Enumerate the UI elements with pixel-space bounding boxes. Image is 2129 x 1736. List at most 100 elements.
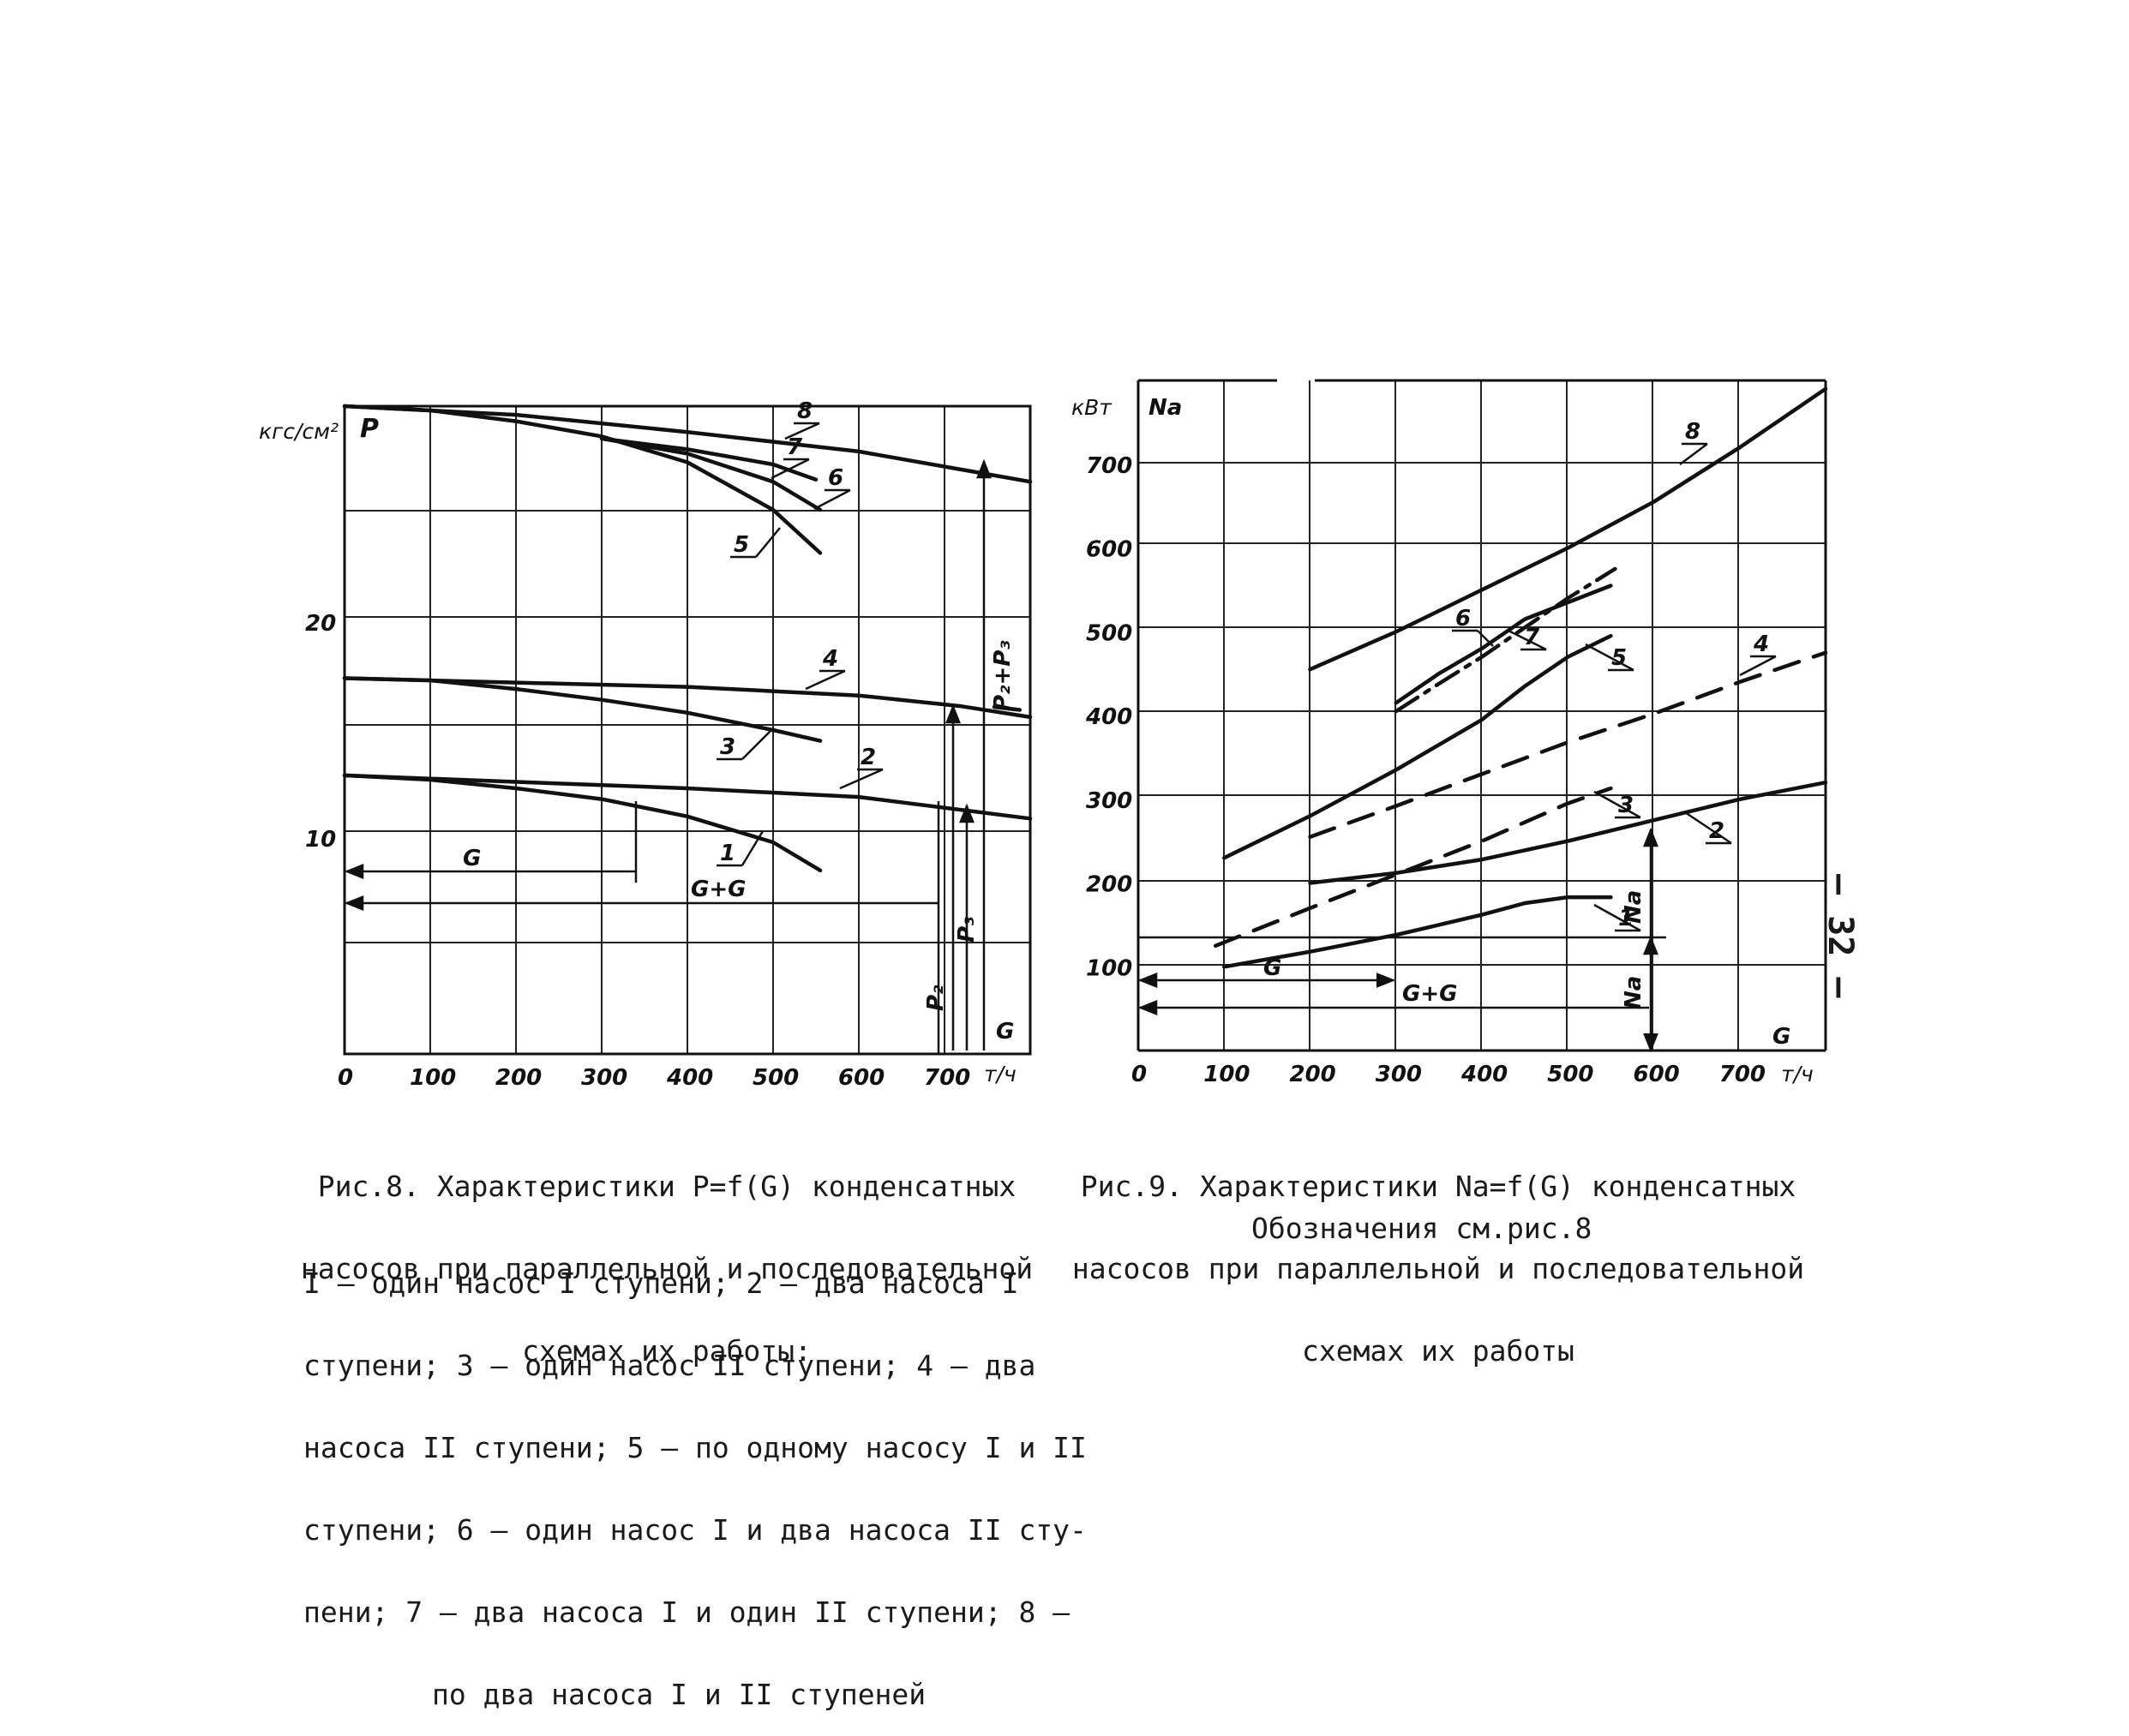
fig9-series-7-line: [1394, 566, 1617, 714]
fig9-y-tick-label: 400: [1085, 704, 1132, 730]
fig8-series-3-leader: [741, 729, 772, 760]
fig8-series-7-leader: [771, 458, 810, 480]
fig8-legend-line: ступени; 3 – один насос II ступени; 4 – …: [303, 1349, 1036, 1382]
fig9-series-6-label: 6: [1455, 606, 1471, 632]
fig9-gg-label: G+G: [1402, 981, 1457, 1007]
fig9-x-tick-label: 300: [1376, 1062, 1422, 1087]
fig8-series-7-label: 7: [787, 434, 803, 460]
fig9-x-tick-label: 0: [1131, 1062, 1147, 1087]
fig8-series-6-leader: [813, 488, 851, 511]
fig9-series-5-line: [1222, 633, 1613, 860]
fig9-y-unit: кВт: [1071, 395, 1112, 420]
fig9-series-6-line: [1394, 584, 1613, 705]
fig8-x-tick-label: 300: [581, 1065, 627, 1091]
fig8-x-symbol: G: [996, 1019, 1014, 1045]
fig9-series-8-leader: [1679, 443, 1708, 465]
fig9-series-4-line: [1308, 650, 1828, 839]
fig8-series-3-label: 3: [720, 734, 735, 760]
fig9-series-2-line: [1308, 780, 1828, 885]
fig9-y-tick-label: 100: [1086, 955, 1132, 981]
fig9-series-4-label: 4: [1753, 632, 1769, 657]
fig9-x-ticks: 0 100 200 300 400 500 600 700: [1131, 1062, 1766, 1087]
fig9-y-tick-label: 200: [1086, 872, 1132, 898]
fig9-x-unit: т/ч: [1781, 1062, 1814, 1086]
fig9-series-3-leader: [1593, 790, 1641, 819]
fig8-series-4-leader: [805, 669, 846, 691]
fig9-series-3-line: [1213, 786, 1613, 949]
fig8-x-ticks: 0 100 200 300 400 500 600 700: [338, 1065, 970, 1091]
fig8-caption-line: насосов при параллельной и последователь…: [300, 1252, 1034, 1285]
fig8-x-tick-label: 200: [495, 1065, 542, 1091]
fig9-series-2-label: 2: [1709, 818, 1724, 844]
fig9-series-8-label: 8: [1685, 419, 1700, 445]
fig8-legend-line: I – один насос I ступени; 2 – два насоса…: [303, 1266, 1019, 1300]
fig8-series: [342, 404, 1033, 873]
fig8-legend-line: пени; 7 – два насоса I и один II ступени…: [303, 1595, 1070, 1629]
fig8-series-2-leader: [839, 768, 884, 790]
fig9-caption-line: схемах их работы: [1302, 1334, 1574, 1368]
fig9-g-label: G: [1263, 955, 1281, 981]
fig8-series-5-leader: [755, 527, 781, 558]
fig8-gg-label: G+G: [691, 877, 746, 902]
fig9-series-4-leader: [1739, 655, 1777, 677]
fig8-caption-line: схемах их работы:: [522, 1334, 812, 1368]
fig9-chart: 0 100 200 300 400 500 600 700 10020030040050060…: [1071, 379, 1828, 1087]
fig8-x-tick-label: 500: [753, 1065, 799, 1091]
fig8-caption-line: Рис.8. Характеристики P=f(G) конденсатны…: [317, 1170, 1017, 1203]
fig9-series-8-line: [1308, 386, 1828, 672]
fig8-chart: 0 100 200 300 400 500 600 700 10 20 кгс/см² P т/…: [259, 398, 1033, 1091]
fig9-y-tick-label: 500: [1086, 620, 1132, 646]
fig9-series-1-leader: [1593, 903, 1641, 932]
fig9-y-tick-label: 700: [1086, 453, 1132, 479]
fig9-y-tick-label: 300: [1086, 788, 1132, 814]
fig8-legend: I – один насос I ступени; 2 – два насоса…: [303, 1215, 1087, 1736]
fig8-y-tick-label: 10: [305, 827, 336, 853]
fig8-caption: Рис.8. Характеристики P=f(G) конденсатны…: [290, 1118, 1044, 1392]
fig9-series-7-leader: [1508, 629, 1547, 651]
fig9-series: [1213, 386, 1828, 969]
fig8-x-tick-label: 600: [838, 1065, 885, 1091]
fig8-series-3-line: [342, 676, 823, 743]
fig9-na-lower-label: Na: [1621, 976, 1646, 1009]
fig9-caption-line: Рис.9. Характеристики Na=f(G) конденсатн…: [1080, 1170, 1796, 1203]
fig9-x-tick-label: 200: [1290, 1062, 1336, 1087]
fig8-y-tick-label: 20: [305, 611, 336, 637]
fig9-na-upper-label: Na: [1621, 890, 1646, 924]
fig8-x-tick-label: 700: [924, 1065, 970, 1091]
fig8-series-6-label: 6: [828, 465, 843, 491]
fig8-series-5-line: [342, 404, 823, 555]
fig8-series-2-line: [342, 773, 1033, 821]
fig8-legend-line: по два насоса I и II ступеней: [432, 1678, 927, 1711]
fig8-g-label: G: [463, 846, 481, 871]
fig8-y-ticks: 10 20: [305, 611, 336, 853]
fig8-x-tick-label: 0: [338, 1065, 353, 1091]
fig9-y-ticks: 100 200 300 400 500 600 700: [1085, 453, 1132, 982]
fig8-p2p3-label: P₂+P₃: [990, 640, 1016, 711]
fig8-series-7-line: [599, 436, 819, 482]
fig8-x-tick-label: 100: [410, 1065, 456, 1091]
fig8-y-unit: кгс/см²: [259, 419, 339, 444]
fig9-y-symbol: Na: [1148, 395, 1182, 421]
fig9-caption-line: насосов при параллельной и последователь…: [1071, 1252, 1805, 1285]
fig8-p3-label: P₃: [954, 916, 980, 943]
fig9-grid: [1138, 380, 1826, 1051]
fig9-x-tick-label: 100: [1203, 1062, 1250, 1087]
fig9-note: Обозначения см.рис.8: [1251, 1212, 1592, 1245]
fig8-series-4-line: [342, 676, 1033, 720]
fig9-x-tick-label: 600: [1634, 1062, 1680, 1087]
fig9-series-2-leader: [1684, 811, 1732, 845]
fig8-series-1-leader: [741, 830, 765, 866]
fig8-y-symbol: P: [360, 414, 379, 444]
fig9-caption: Рис.9. Характеристики Na=f(G) конденсатн…: [1061, 1118, 1815, 1392]
fig8-series-8-line: [342, 404, 1033, 484]
fig8-series-4-tail: [992, 704, 1033, 714]
fig9-series-6-leader: [1477, 630, 1494, 647]
fig8-series-8-label: 8: [797, 398, 813, 424]
fig8-series-2-label: 2: [861, 745, 876, 770]
fig8-series-4-label: 4: [822, 646, 838, 672]
fig9-x-tick-label: 500: [1547, 1062, 1593, 1087]
fig9-series-5-label: 5: [1611, 645, 1627, 671]
fig8-series-5-label: 5: [734, 532, 749, 558]
fig8-grid: [345, 406, 1030, 1054]
